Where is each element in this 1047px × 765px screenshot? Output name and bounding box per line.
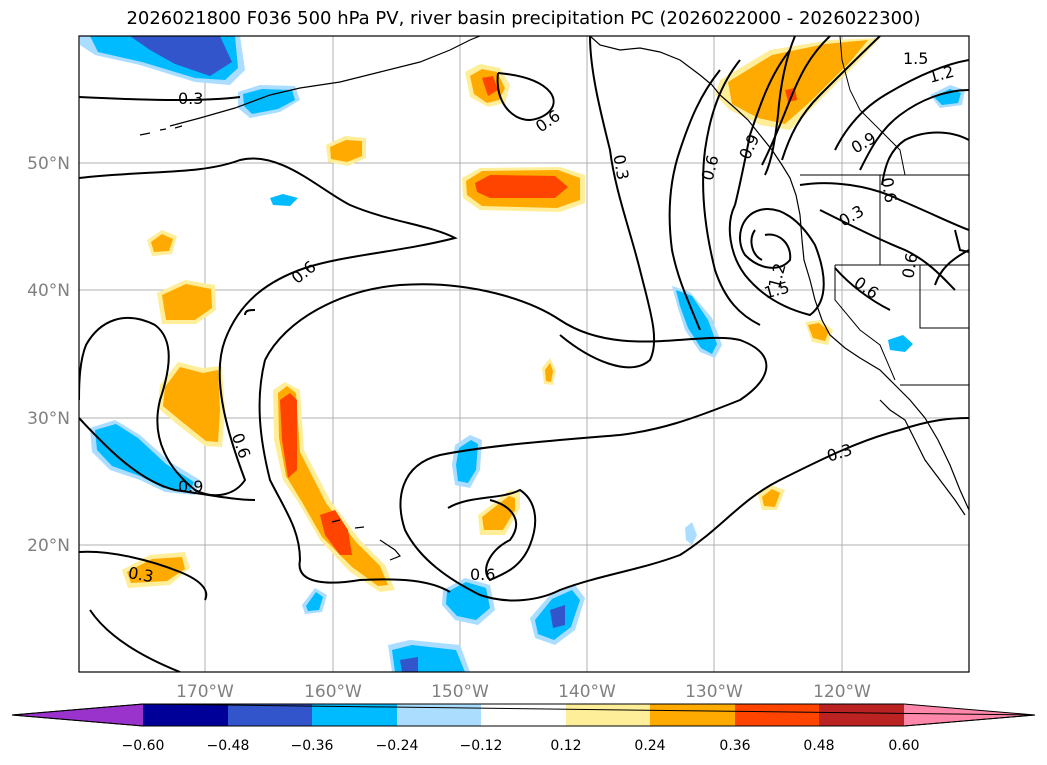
pv-contours (79, 36, 969, 672)
map-panel[interactable]: 0.3 0.6 0.3 0.6 0.6 0.9 0.3 0.6 0.6 0.9 … (78, 35, 970, 673)
coastlines (139, 36, 969, 561)
lon-label-160w: 160°W (304, 682, 362, 702)
colorbar-extend-high (904, 704, 1035, 726)
colorbar-tick-label: 0.60 (888, 738, 919, 754)
colorbar-tick-label: −0.24 (376, 738, 419, 754)
contour-label: 1.5 (903, 49, 928, 68)
colorbar-tick-label: 0.48 (803, 738, 834, 754)
borders (800, 36, 969, 386)
colorbar-tick-label: 0.36 (719, 738, 750, 754)
colorbar-segment (312, 704, 397, 726)
colorbar-segment (143, 704, 228, 726)
colorbar-segment (735, 704, 819, 726)
colorbar: −0.60 −0.48 −0.36 −0.24 −0.12 0.12 0.24 … (11, 703, 1036, 754)
contour-label: 0.9 (178, 477, 203, 496)
colorbar-segment (481, 704, 566, 726)
lon-label-140w: 140°W (558, 682, 616, 702)
colorbar-segment (397, 704, 481, 726)
colorbar-border (11, 703, 1036, 727)
colorbar-tick-label: 0.24 (634, 738, 665, 754)
colorbar-segment (650, 704, 735, 726)
colorbar-segment (228, 704, 312, 726)
colorbar-segment (566, 704, 650, 726)
colorbar-segment (819, 704, 904, 726)
lat-label-40n: 40°N (27, 281, 70, 301)
latitude-labels: 50°N 40°N 30°N 20°N (27, 154, 70, 556)
map-title: 2026021800 F036 500 hPa PV, river basin … (126, 8, 921, 29)
lon-label-120w: 120°W (813, 682, 871, 702)
map-frame (78, 35, 970, 673)
colorbar-extend-low (12, 704, 143, 726)
colorbar-tick-label: −0.60 (122, 738, 165, 754)
lat-label-20n: 20°N (27, 536, 70, 556)
contour-label: 0.6 (470, 565, 495, 584)
contour-label: 0.6 (898, 251, 921, 279)
positive-anomaly-shading (122, 38, 880, 592)
contour-label: 0.3 (178, 89, 203, 108)
lon-label-150w: 150°W (431, 682, 489, 702)
lat-label-50n: 50°N (27, 154, 70, 174)
lat-label-30n: 30°N (27, 409, 70, 429)
lon-label-130w: 130°W (685, 682, 743, 702)
colorbar-tick-label: −0.48 (207, 738, 250, 754)
longitude-labels: 170°W 160°W 150°W 140°W 130°W 120°W (176, 682, 871, 702)
colorbar-tick-label: −0.12 (460, 738, 503, 754)
colorbar-tick-label: −0.36 (291, 738, 334, 754)
lon-label-170w: 170°W (176, 682, 234, 702)
contour-label: 0.3 (127, 563, 155, 586)
map-background (79, 36, 969, 672)
negative-anomaly-shading (80, 36, 965, 672)
contour-label: 0.3 (609, 153, 632, 181)
contour-label: 0.6 (877, 176, 900, 204)
colorbar-tick-label: 0.12 (550, 738, 581, 754)
